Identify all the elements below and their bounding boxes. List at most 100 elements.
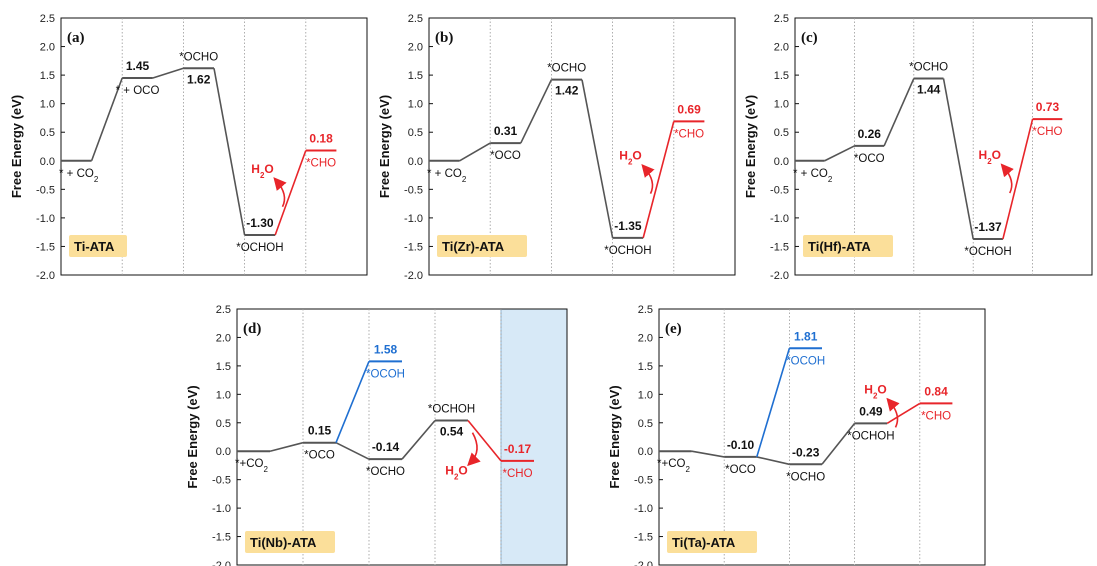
connector bbox=[152, 67, 184, 79]
y-tick-label: 1.5 bbox=[774, 70, 789, 82]
y-tick-label: 1.5 bbox=[40, 70, 55, 82]
y-tick-label: 2.5 bbox=[40, 13, 55, 25]
y-axis-label: Free Energy (eV) bbox=[377, 95, 392, 198]
state-label: *OCHO bbox=[366, 466, 405, 478]
state-label: *+CO2 bbox=[235, 458, 268, 474]
connector bbox=[520, 79, 553, 144]
connector bbox=[401, 419, 436, 460]
h2o-arrow bbox=[641, 163, 655, 194]
connector bbox=[335, 361, 370, 443]
energy-value: 0.31 bbox=[494, 124, 518, 138]
y-tick-label: 1.0 bbox=[638, 389, 653, 401]
y-axis-label: Free Energy (eV) bbox=[607, 385, 622, 488]
y-axis-label: Free Energy (eV) bbox=[185, 385, 200, 488]
y-tick-label: -2.0 bbox=[212, 560, 231, 566]
state-label: * + CO2 bbox=[793, 168, 833, 184]
panel-label: (b) bbox=[435, 30, 453, 46]
connector bbox=[335, 441, 370, 460]
y-tick-label: 0.5 bbox=[774, 127, 789, 139]
y-tick-label: -1.0 bbox=[404, 213, 423, 225]
y-tick-label: 0.0 bbox=[408, 156, 423, 168]
connector bbox=[821, 422, 856, 465]
catalyst-badge bbox=[437, 235, 527, 257]
y-tick-label: 2.0 bbox=[638, 332, 653, 344]
connector bbox=[269, 441, 304, 452]
y-tick-label: -1.0 bbox=[36, 213, 55, 225]
y-tick-label: 1.0 bbox=[40, 99, 55, 111]
y-tick-label: 0.5 bbox=[638, 418, 653, 430]
y-tick-label: 2.5 bbox=[216, 304, 231, 316]
y-tick-label: 2.0 bbox=[408, 42, 423, 54]
connector bbox=[581, 79, 614, 239]
y-tick-label: 1.0 bbox=[408, 99, 423, 111]
y-tick-label: 0.0 bbox=[216, 446, 231, 458]
y-tick-label: -1.0 bbox=[634, 503, 653, 515]
chart-panel-3: 2.5 2.0 1.5 1.0 0.5 0.0 -0.5 -1.0 -1.5 -2.0 Free E… bbox=[743, 13, 1093, 282]
energy-value: 0.73 bbox=[1036, 100, 1060, 114]
state-label: *CHO bbox=[921, 410, 951, 422]
h2o-arrow bbox=[273, 177, 287, 208]
y-tick-label: 0.5 bbox=[408, 127, 423, 139]
energy-value: -0.14 bbox=[372, 440, 400, 454]
catalyst-badge bbox=[69, 235, 127, 257]
connector bbox=[642, 121, 675, 239]
y-tick-label: -2.0 bbox=[634, 560, 653, 566]
energy-value: 1.42 bbox=[555, 84, 579, 98]
state-label: *CHO bbox=[306, 157, 336, 169]
energy-value: -0.10 bbox=[727, 438, 755, 452]
y-tick-label: 0.0 bbox=[774, 156, 789, 168]
y-tick-label: -1.0 bbox=[770, 213, 789, 225]
state-label: *OCO bbox=[490, 150, 521, 162]
state-label: * + CO2 bbox=[427, 168, 467, 184]
state-label: *OCO bbox=[725, 464, 756, 476]
y-tick-label: -0.5 bbox=[212, 475, 231, 487]
highlight-region bbox=[500, 308, 568, 566]
y-tick-label: 2.0 bbox=[774, 42, 789, 54]
energy-value: 1.44 bbox=[917, 83, 941, 97]
energy-value: -1.37 bbox=[974, 220, 1002, 234]
catalyst-name: Ti(Ta)-ATA bbox=[672, 535, 736, 550]
y-axis-label: Free Energy (eV) bbox=[743, 95, 758, 198]
y-tick-label: 2.0 bbox=[216, 332, 231, 344]
y-tick-label: -1.0 bbox=[212, 503, 231, 515]
y-tick-label: 1.5 bbox=[216, 361, 231, 373]
h2o-label: H2O bbox=[251, 162, 273, 180]
chart-panel-1: 2.5 2.0 1.5 1.0 0.5 0.0 -0.5 -1.0 -1.5 -2.0 Free E… bbox=[9, 13, 368, 282]
h2o-label: H2O bbox=[619, 149, 641, 167]
state-label: *OCHO bbox=[786, 471, 825, 483]
energy-value: 0.26 bbox=[858, 127, 882, 141]
y-tick-label: 2.0 bbox=[40, 42, 55, 54]
state-label: *OCHOH bbox=[847, 430, 894, 442]
energy-value: 0.84 bbox=[924, 384, 948, 398]
panel-label: (e) bbox=[665, 321, 682, 337]
connector bbox=[213, 68, 246, 236]
state-label: *OCHOH bbox=[428, 404, 475, 416]
energy-value: -0.23 bbox=[792, 445, 820, 459]
y-tick-label: 1.0 bbox=[216, 389, 231, 401]
h2o-label: H2O bbox=[864, 382, 886, 400]
plot-frame bbox=[658, 308, 986, 566]
y-tick-label: 2.5 bbox=[774, 13, 789, 25]
h2o-label: H2O bbox=[445, 464, 467, 482]
y-axis-label: Free Energy (eV) bbox=[9, 95, 24, 198]
plot-frame bbox=[236, 308, 568, 566]
energy-value: -0.17 bbox=[504, 442, 532, 456]
y-tick-label: -1.5 bbox=[36, 241, 55, 253]
state-label: *OCHO bbox=[909, 62, 948, 74]
y-tick-label: 2.5 bbox=[638, 304, 653, 316]
plot-frame bbox=[794, 17, 1093, 276]
state-label: * + CO2 bbox=[59, 168, 99, 184]
chart-panel-4: 2.5 2.0 1.5 1.0 0.5 0.0 -0.5 -1.0 -1.5 -2.0 Free E… bbox=[185, 304, 568, 566]
y-tick-label: -2.0 bbox=[36, 270, 55, 282]
panel-label: (d) bbox=[243, 321, 261, 337]
energy-value: 1.81 bbox=[794, 329, 818, 343]
connector bbox=[756, 348, 791, 458]
connector bbox=[1002, 118, 1034, 240]
h2o-label: H2O bbox=[979, 148, 1001, 166]
y-tick-label: -1.5 bbox=[634, 532, 653, 544]
state-label: *OCHO bbox=[547, 63, 586, 75]
panel-label: (a) bbox=[67, 30, 85, 46]
h2o-arrow bbox=[886, 397, 900, 428]
state-label: *OCOH bbox=[786, 355, 825, 367]
state-label: * + OCO bbox=[116, 85, 160, 97]
